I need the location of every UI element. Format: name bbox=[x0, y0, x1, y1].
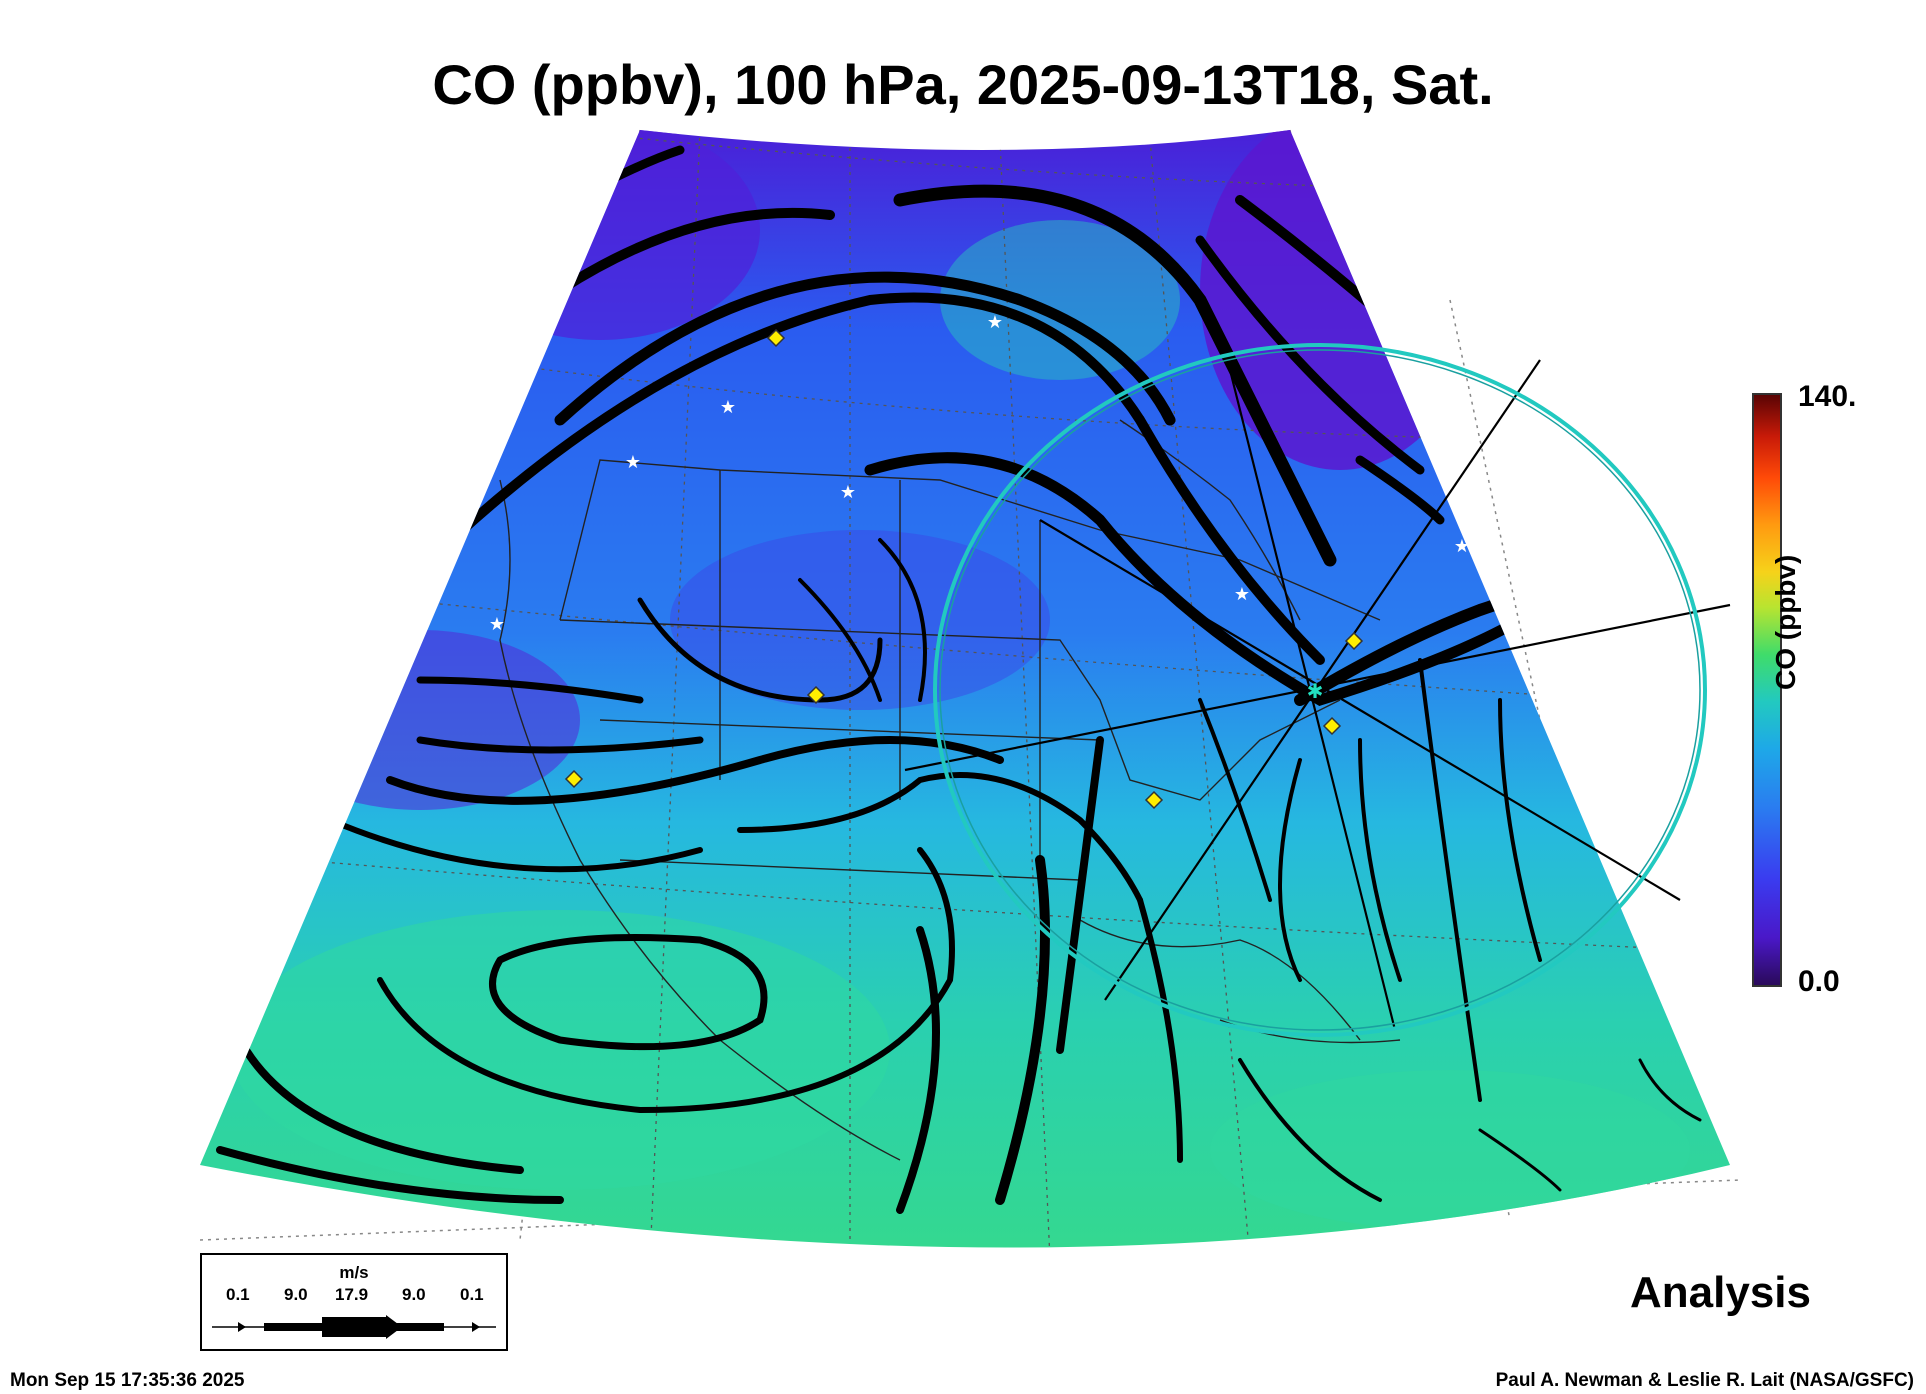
trajectory-lines bbox=[904, 359, 1731, 1031]
svg-text:★: ★ bbox=[625, 452, 641, 473]
range-circle bbox=[933, 343, 1707, 1037]
station-stars: ★ ★ ★ ★ ★ ★ ★ bbox=[489, 312, 1470, 635]
colorbar-max-label: 140. bbox=[1798, 380, 1857, 413]
colorbar bbox=[1752, 393, 1782, 987]
station-diamonds bbox=[564, 328, 1364, 810]
map-title: CO (ppbv), 100 hPa, 2025-09-13T18, Sat. bbox=[432, 53, 1494, 116]
wind-streamlines bbox=[216, 145, 1702, 1214]
product-label: Analysis bbox=[1630, 1268, 1811, 1317]
wind-legend-value: 17.9 bbox=[335, 1285, 369, 1304]
wind-legend-value: 9.0 bbox=[284, 1285, 308, 1304]
wind-legend: m/s 0.1 9.0 17.9 9.0 0.1 bbox=[200, 1253, 508, 1351]
wind-legend-value: 0.1 bbox=[460, 1285, 484, 1304]
svg-text:★: ★ bbox=[987, 312, 1003, 333]
svg-text:★: ★ bbox=[489, 614, 505, 635]
svg-text:★: ★ bbox=[1234, 584, 1250, 605]
graticule bbox=[299, 130, 1701, 1248]
svg-text:★: ★ bbox=[720, 397, 736, 418]
coastlines bbox=[499, 419, 1401, 1161]
wind-legend-value: 0.1 bbox=[226, 1285, 250, 1304]
wind-legend-arrow bbox=[212, 1315, 496, 1339]
wind-legend-value: 9.0 bbox=[402, 1285, 426, 1304]
colorbar-title: CO (ppbv) bbox=[1770, 554, 1801, 690]
timestamp: Mon Sep 15 17:35:36 2025 bbox=[10, 1370, 245, 1391]
colorbar-min-label: 0.0 bbox=[1798, 965, 1840, 998]
wind-legend-unit: m/s bbox=[339, 1263, 369, 1282]
credit: Paul A. Newman & Leslie R. Lait (NASA/GS… bbox=[1495, 1370, 1914, 1391]
center-marker: ✱ bbox=[1307, 679, 1324, 703]
svg-text:★: ★ bbox=[1454, 536, 1470, 557]
svg-text:★: ★ bbox=[840, 482, 856, 503]
